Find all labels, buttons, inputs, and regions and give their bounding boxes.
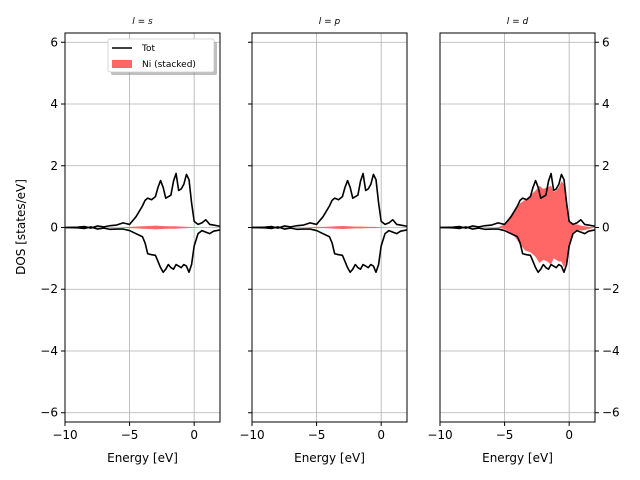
y-tick-label: −2 bbox=[602, 282, 620, 296]
x-tick-label: −10 bbox=[52, 428, 77, 442]
panels: −10 −5 0 Energy [eV] −6 −4 −2 0 2 4 6 l = s Tot Ni (s… bbox=[40, 17, 619, 465]
legend-label: Tot bbox=[141, 44, 155, 54]
panel-2: −10 −5 0 Energy [eV] l = p bbox=[239, 17, 408, 465]
x-tick-label: −5 bbox=[496, 428, 514, 442]
y-tick-label: −4 bbox=[40, 344, 58, 358]
total-line-down bbox=[65, 226, 220, 274]
total-line-up bbox=[440, 172, 595, 229]
x-axis-label: Energy [eV] bbox=[107, 451, 178, 465]
x-tick-label: 0 bbox=[565, 428, 573, 442]
ni-area-up bbox=[440, 181, 595, 228]
y-tick-label: 6 bbox=[602, 35, 610, 49]
x-axis-label: Energy [eV] bbox=[294, 451, 365, 465]
panel-3: −10 −5 0 Energy [eV] −6 −4 −2 0 2 4 6 l = d bbox=[427, 17, 619, 465]
total-line-down bbox=[440, 226, 595, 274]
y-tick-label: −2 bbox=[40, 282, 58, 296]
plot-area bbox=[440, 172, 595, 274]
y-tick-label: −6 bbox=[602, 406, 620, 420]
y-axis-label: DOS [states/eV] bbox=[14, 179, 28, 275]
panel-1: −10 −5 0 Energy [eV] −6 −4 −2 0 2 4 6 l = s Tot Ni (s… bbox=[40, 17, 221, 465]
legend-swatch-patch bbox=[112, 60, 132, 68]
total-line-up bbox=[252, 172, 407, 229]
legend-label: Ni (stacked) bbox=[142, 60, 196, 70]
x-axis-label: Energy [eV] bbox=[482, 451, 553, 465]
y-tick-label: 2 bbox=[602, 159, 610, 173]
plot-area bbox=[252, 172, 407, 274]
ni-area-down bbox=[440, 227, 595, 268]
total-line-up bbox=[65, 172, 220, 229]
panel-title: l = p bbox=[319, 17, 341, 27]
x-tick-label: −10 bbox=[427, 428, 452, 442]
ni-area-up bbox=[65, 225, 220, 228]
x-tick-label: −10 bbox=[239, 428, 264, 442]
ni-area-down bbox=[252, 227, 407, 230]
legend: Tot Ni (stacked) bbox=[107, 38, 217, 75]
y-tick-label: 4 bbox=[50, 97, 58, 111]
panel-title: l = s bbox=[132, 17, 153, 27]
x-tick-label: −5 bbox=[308, 428, 326, 442]
y-tick-label: 6 bbox=[50, 35, 58, 49]
y-tick-label: 0 bbox=[50, 221, 58, 235]
plot-area bbox=[65, 172, 220, 274]
total-line-down bbox=[252, 226, 407, 274]
y-tick-label: 0 bbox=[602, 221, 610, 235]
ni-area-down bbox=[65, 227, 220, 230]
panel-title: l = d bbox=[507, 17, 529, 27]
y-tick-label: −6 bbox=[40, 406, 58, 420]
legend-box bbox=[107, 38, 215, 73]
y-tick-label: 4 bbox=[602, 97, 610, 111]
x-tick-label: −5 bbox=[121, 428, 139, 442]
y-tick-label: 2 bbox=[50, 159, 58, 173]
y-tick-label: −4 bbox=[602, 344, 620, 358]
ni-area-up bbox=[252, 225, 407, 228]
x-tick-label: 0 bbox=[377, 428, 385, 442]
x-tick-label: 0 bbox=[190, 428, 198, 442]
